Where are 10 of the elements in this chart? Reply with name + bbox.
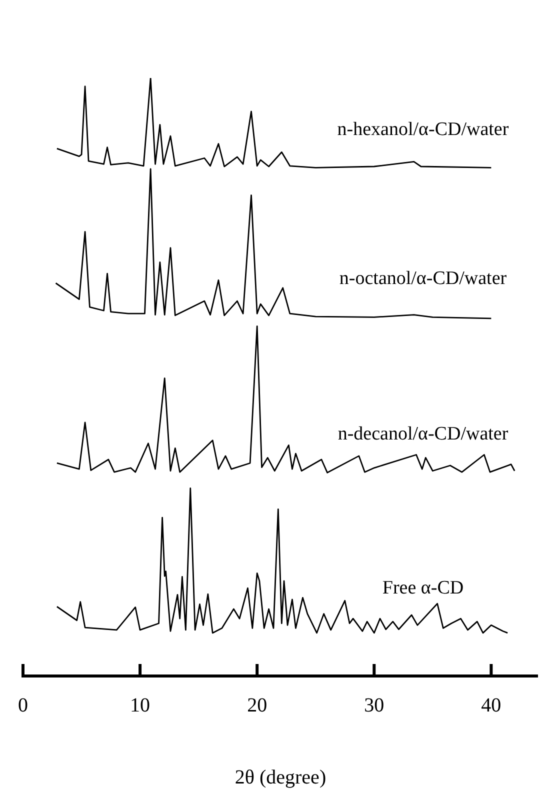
series-label: n-octanol/α-CD/water [339, 268, 508, 289]
x-tick-label: 20 [247, 694, 268, 716]
x-axis-title: 2θ (degree) [234, 766, 326, 788]
x-tick-label: 10 [130, 694, 150, 716]
x-tick-label: 30 [364, 694, 384, 716]
x-tick-label: 0 [18, 694, 28, 716]
series-label: n-hexanol/α-CD/water [337, 118, 510, 140]
series-label: n-decanol/α-CD/water [338, 423, 509, 444]
series-label: Free α-CD [382, 578, 464, 599]
x-tick-label: 40 [481, 694, 502, 716]
